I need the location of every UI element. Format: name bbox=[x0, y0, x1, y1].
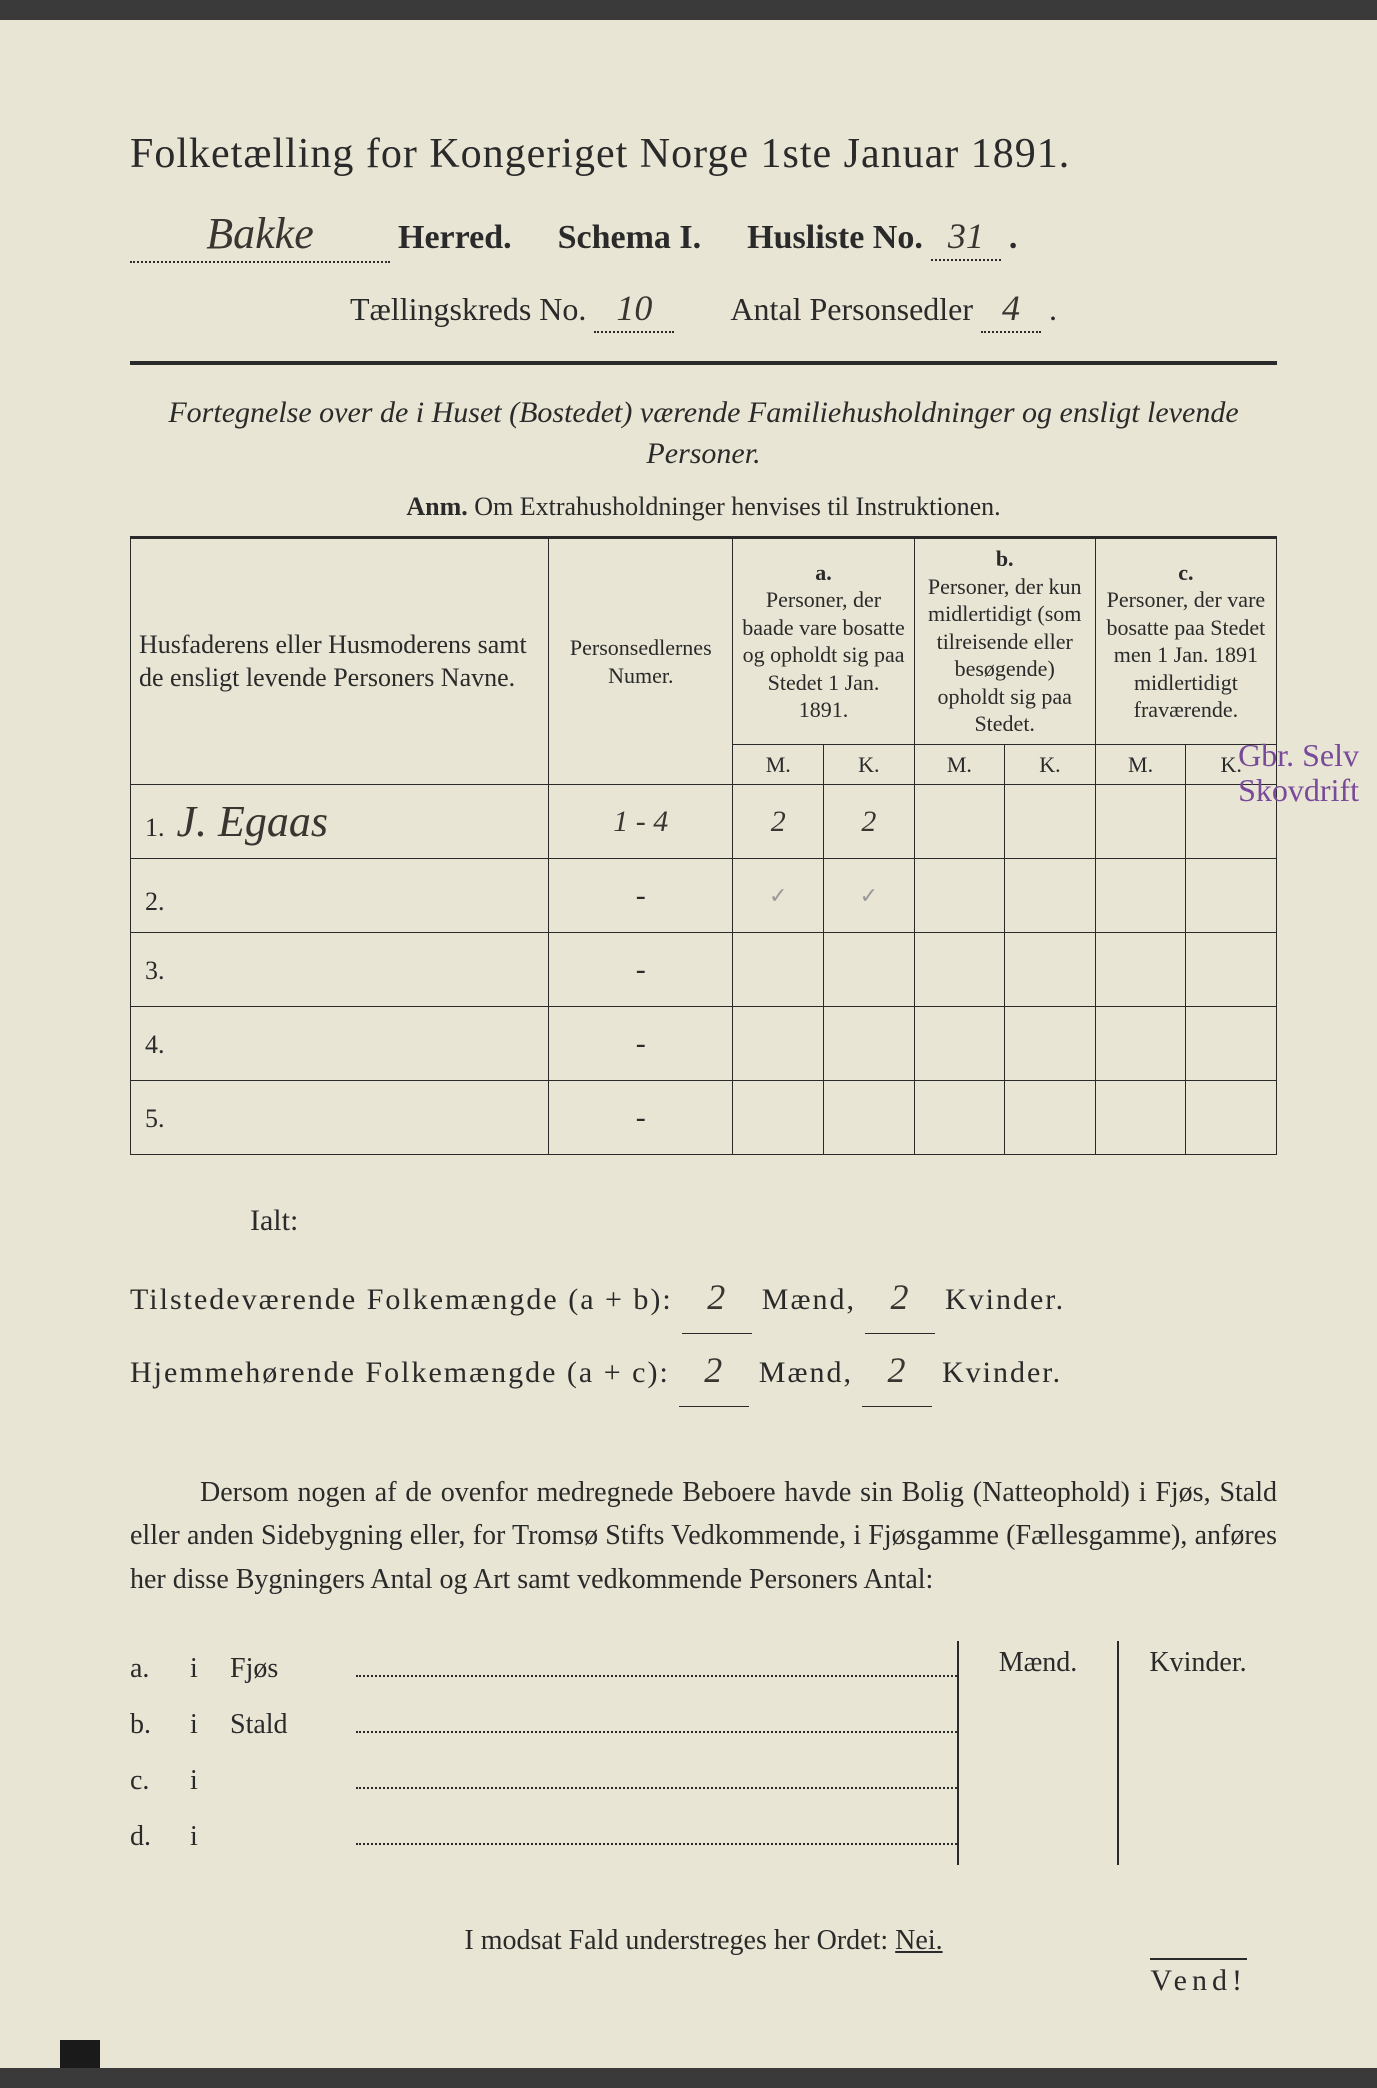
th-a: a. Personer, der baade vare bosatte og o… bbox=[733, 538, 914, 745]
building-col-m: Mænd. bbox=[959, 1641, 1119, 1865]
form-subtitle: Fortegnelse over de i Huset (Bostedet) v… bbox=[130, 393, 1277, 474]
building-table: a. i Fjøs b. i Stald c. i d. i bbox=[130, 1641, 1277, 1865]
husliste-value: 31 bbox=[931, 215, 1001, 261]
header-line-2: Bakke Herred. Schema I. Husliste No. 31 … bbox=[130, 208, 1277, 263]
th-b-k: K. bbox=[1005, 744, 1096, 785]
th-name: Husfaderens eller Husmoderens samt de en… bbox=[131, 538, 549, 785]
page-title: Folketælling for Kongeriget Norge 1ste J… bbox=[130, 130, 1277, 178]
kreds-value: 10 bbox=[594, 287, 674, 333]
th-a-m: M. bbox=[733, 744, 824, 785]
building-row: b. i Stald bbox=[130, 1697, 957, 1753]
building-col-k: Kvinder. bbox=[1119, 1641, 1277, 1865]
resident-m: 2 bbox=[679, 1334, 749, 1407]
present-m: 2 bbox=[682, 1261, 752, 1334]
building-row: d. i bbox=[130, 1809, 957, 1865]
table-row: 3. - bbox=[131, 933, 1277, 1007]
census-table: Husfaderens eller Husmoderens samt de en… bbox=[130, 536, 1277, 1155]
th-b: b. Personer, der kun midlertidigt (som t… bbox=[914, 538, 1095, 745]
antal-value: 4 bbox=[981, 287, 1041, 333]
herred-value: Bakke bbox=[130, 208, 390, 263]
table-row: 2. - ✓ ✓ bbox=[131, 859, 1277, 933]
building-paragraph: Dersom nogen af de ovenfor medregnede Be… bbox=[130, 1471, 1277, 1601]
row1-aM: 2 bbox=[733, 785, 824, 859]
ialt-label: Ialt: bbox=[250, 1191, 1277, 1251]
footer-instruction: I modsat Fald understreges her Ordet: Ne… bbox=[130, 1925, 1277, 1957]
building-row: c. i bbox=[130, 1753, 957, 1809]
nei-word: Nei. bbox=[895, 1925, 942, 1956]
building-row: a. i Fjøs bbox=[130, 1641, 957, 1697]
husliste-label: Husliste No. bbox=[747, 219, 923, 257]
th-num: Personsedlernes Numer. bbox=[549, 538, 733, 785]
sum-resident: Hjemmehørende Folkemængde (a + c): 2 Mæn… bbox=[130, 1334, 1277, 1407]
vend-label: Vend! bbox=[1150, 1958, 1247, 1998]
table-row: 5. - bbox=[131, 1081, 1277, 1155]
row1-cM bbox=[1095, 785, 1186, 859]
row1-name: J. Egaas bbox=[177, 797, 329, 846]
row1-bK bbox=[1005, 785, 1096, 859]
table-row: 1.J. Egaas 1 - 4 2 2 bbox=[131, 785, 1277, 859]
th-c: c. Personer, der vare bosatte paa Stedet… bbox=[1095, 538, 1276, 745]
table-row: 4. - bbox=[131, 1007, 1277, 1081]
page-notch bbox=[60, 2040, 100, 2068]
divider bbox=[130, 361, 1277, 365]
census-form-page: Folketælling for Kongeriget Norge 1ste J… bbox=[0, 20, 1377, 2068]
th-a-k: K. bbox=[824, 744, 915, 785]
margin-annotation: Gbr. Selv Skovdrift bbox=[1238, 738, 1359, 808]
herred-label: Herred. bbox=[398, 219, 512, 257]
anm-text: Om Extrahusholdninger henvises til Instr… bbox=[474, 492, 1000, 521]
anm-label: Anm. bbox=[406, 492, 467, 521]
header-line-3: Tællingskreds No. 10 Antal Personsedler … bbox=[130, 287, 1277, 333]
row1-aK: 2 bbox=[824, 785, 915, 859]
row1-bM bbox=[914, 785, 1005, 859]
annotation-line: Anm. Om Extrahusholdninger henvises til … bbox=[130, 492, 1277, 522]
sum-present: Tilstedeværende Folkemængde (a + b): 2 M… bbox=[130, 1261, 1277, 1334]
th-c-m: M. bbox=[1095, 744, 1186, 785]
totals-block: Ialt: Tilstedeværende Folkemængde (a + b… bbox=[130, 1191, 1277, 1407]
row1-num: 1 - 4 bbox=[549, 785, 733, 859]
resident-k: 2 bbox=[862, 1334, 932, 1407]
antal-label: Antal Personsedler bbox=[730, 291, 973, 328]
kreds-label: Tællingskreds No. bbox=[350, 291, 586, 328]
schema-label: Schema I. bbox=[558, 219, 702, 257]
present-k: 2 bbox=[865, 1261, 935, 1334]
th-b-m: M. bbox=[914, 744, 1005, 785]
